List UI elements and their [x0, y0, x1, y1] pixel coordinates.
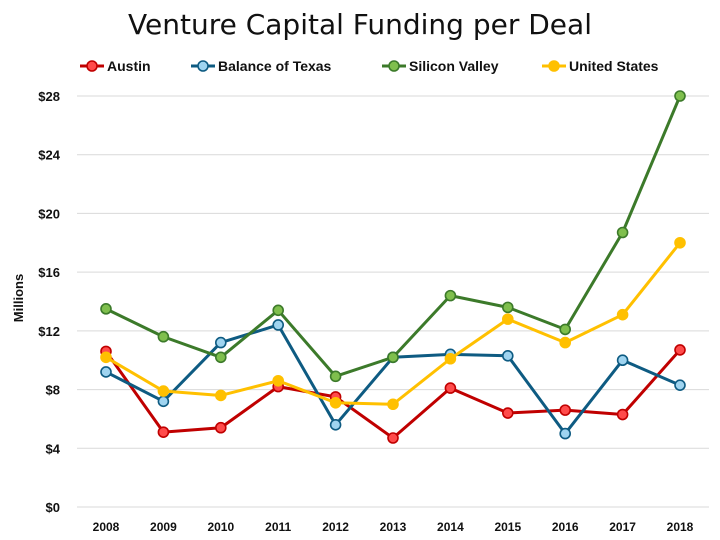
data-point: [272, 304, 285, 317]
data-point: [157, 395, 170, 408]
legend-marker: [388, 60, 400, 72]
data-point: [616, 354, 629, 367]
data-point: [444, 289, 457, 302]
legend-item: Austin: [80, 58, 151, 74]
gridlines: [77, 95, 709, 508]
y-axis-ticks: $0 $4 $8 $12 $16 $20 $24 $28: [38, 89, 60, 515]
x-tick-label: 2016: [552, 520, 579, 534]
series-silicon-valley: [100, 90, 686, 383]
data-point: [501, 301, 514, 314]
data-point: [329, 418, 342, 431]
series-united-states: [100, 236, 686, 411]
data-point: [616, 308, 629, 321]
x-tick-label: 2011: [265, 520, 291, 534]
x-axis-ticks: 2008 2009 2010 2011 2012 2013 2014 2015 2016 2017…: [93, 520, 694, 534]
data-point: [157, 426, 170, 438]
legend-item: United States: [542, 58, 659, 74]
data-point: [329, 370, 342, 383]
legend-item: Balance of Texas: [191, 58, 332, 74]
data-point: [444, 352, 457, 365]
data-point: [157, 330, 170, 343]
data-point: [616, 226, 629, 239]
legend-marker: [197, 60, 209, 72]
data-point: [100, 303, 112, 315]
legend: Austin Balance of Texas Silicon Valley Unit…: [80, 58, 659, 74]
data-point: [215, 336, 227, 349]
chart-title: Venture Capital Funding per Deal: [128, 8, 592, 41]
y-tick-label: $16: [38, 265, 60, 280]
series-line: [104, 323, 682, 436]
data-point: [559, 427, 572, 440]
y-tick-label: $0: [46, 500, 60, 515]
y-tick-label: $4: [46, 441, 61, 456]
data-point: [674, 344, 686, 356]
data-point: [674, 236, 686, 249]
x-tick-label: 2013: [380, 520, 407, 534]
y-axis-label: Millions: [11, 274, 26, 322]
x-tick-label: 2014: [437, 520, 464, 534]
series-group: [100, 90, 686, 444]
data-point: [215, 421, 227, 434]
data-point: [157, 385, 170, 397]
data-point: [559, 404, 572, 416]
data-point: [215, 351, 227, 364]
x-tick-label: 2010: [207, 520, 234, 534]
data-point: [329, 396, 342, 409]
y-tick-label: $24: [38, 148, 60, 163]
series-balance-of-texas: [100, 319, 686, 440]
x-tick-label: 2017: [609, 520, 636, 534]
legend-marker: [86, 60, 98, 72]
y-tick-label: $12: [38, 324, 60, 339]
data-point: [387, 432, 399, 444]
y-tick-label: $20: [38, 206, 60, 221]
data-point: [501, 407, 514, 419]
data-point: [674, 379, 686, 391]
data-point: [272, 374, 285, 387]
legend-item: Silicon Valley: [382, 58, 499, 74]
legend-label: United States: [569, 58, 659, 74]
data-point: [387, 351, 399, 364]
legend-marker: [548, 60, 560, 72]
data-point: [616, 408, 629, 421]
data-point: [559, 323, 572, 336]
x-tick-label: 2015: [494, 520, 521, 534]
data-point: [501, 350, 514, 362]
data-point: [674, 90, 686, 102]
legend-label: Silicon Valley: [409, 58, 499, 74]
data-point: [387, 398, 399, 411]
x-tick-label: 2018: [667, 520, 694, 534]
data-point: [501, 313, 514, 325]
x-tick-label: 2008: [93, 520, 120, 534]
series-line: [104, 241, 682, 406]
legend-label: Balance of Texas: [218, 58, 332, 74]
x-tick-label: 2012: [322, 520, 349, 534]
data-point: [272, 319, 285, 331]
legend-label: Austin: [107, 58, 151, 74]
y-tick-label: $28: [38, 89, 60, 104]
series-line: [104, 94, 682, 378]
y-tick-label: $8: [46, 383, 60, 398]
data-point: [559, 336, 572, 349]
x-tick-label: 2009: [150, 520, 177, 534]
data-point: [444, 382, 457, 394]
data-point: [100, 351, 112, 364]
data-point: [215, 389, 227, 402]
data-point: [100, 366, 112, 378]
